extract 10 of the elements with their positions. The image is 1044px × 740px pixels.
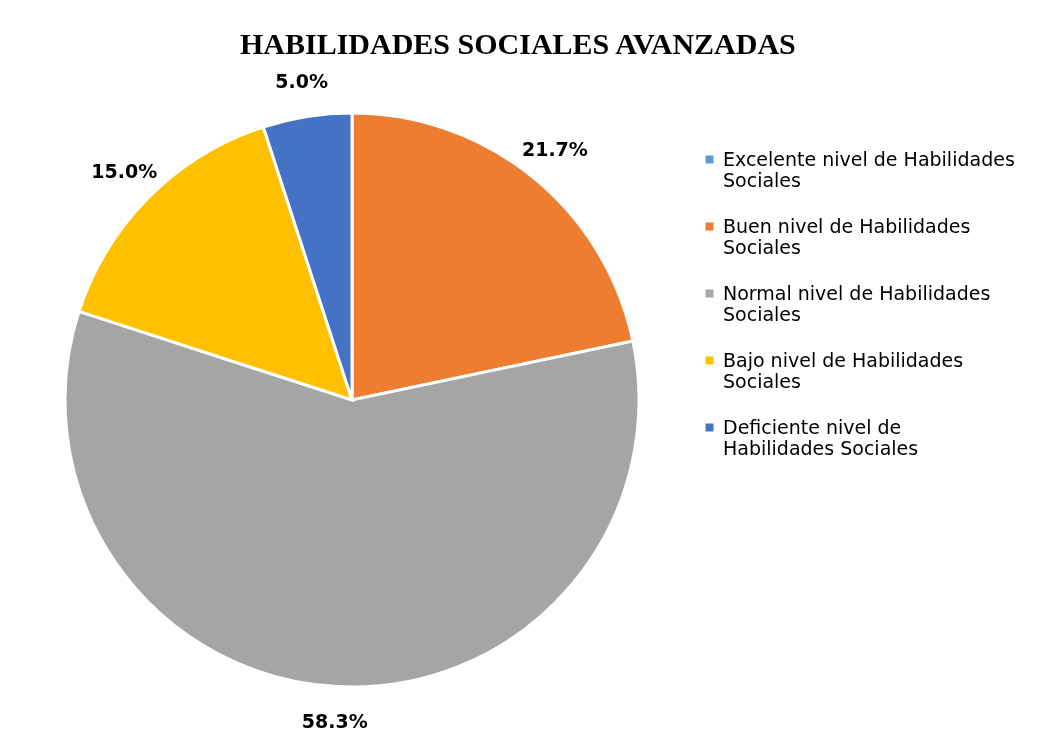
data-label: 21.7% — [521, 137, 588, 160]
legend-label: Buen nivel de Habilidades Sociales — [723, 214, 971, 258]
legend-label: Normal nivel de Habilidades Sociales — [723, 281, 991, 325]
data-label: 58.3% — [301, 709, 368, 732]
legend-label: Excelente nivel de Habilidades Sociales — [723, 147, 1015, 191]
legend-label: Bajo nivel de Habilidades Sociales — [723, 348, 964, 392]
legend-label: Deficiente nivel de Habilidades Sociales — [723, 415, 919, 459]
data-label: 5.0% — [275, 69, 328, 92]
data-label: 15.0% — [91, 160, 158, 183]
chart-title: HABILIDADES SOCIALES AVANZADAS — [240, 27, 796, 60]
